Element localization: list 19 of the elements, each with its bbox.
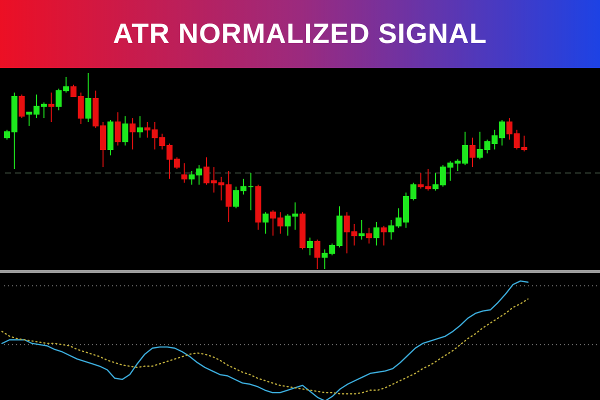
candlestick — [136, 116, 143, 138]
candlestick — [380, 225, 387, 246]
candlestick — [366, 227, 372, 244]
candlestick — [306, 237, 313, 256]
candlestick — [18, 94, 25, 119]
candlestick — [469, 137, 476, 168]
candlestick — [248, 172, 254, 211]
candlestick — [358, 220, 365, 240]
candlestick — [130, 118, 136, 150]
candlestick — [262, 212, 269, 234]
candlestick — [373, 221, 380, 246]
candlestick — [114, 112, 121, 146]
chart-title: ATR NORMALIZED SIGNAL — [113, 18, 487, 50]
candlestick — [181, 162, 188, 184]
candlestick — [48, 92, 54, 122]
candlestick — [314, 239, 320, 270]
candlestick — [85, 72, 92, 122]
candlestick — [122, 116, 128, 146]
banner-background: ATR NORMALIZED SIGNAL — [0, 0, 600, 68]
